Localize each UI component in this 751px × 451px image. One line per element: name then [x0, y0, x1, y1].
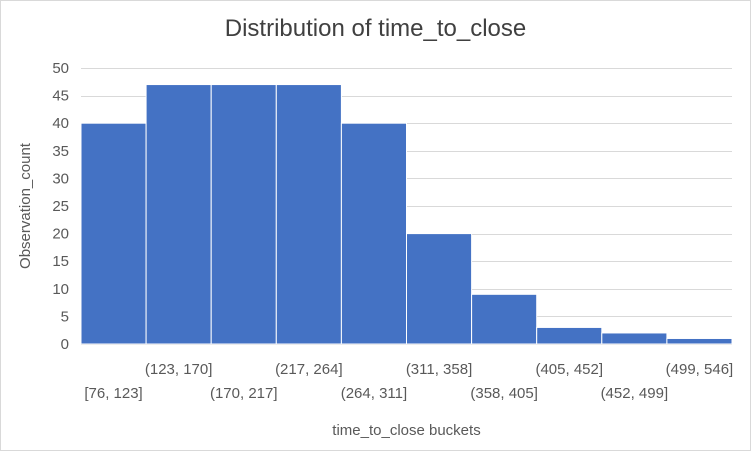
- y-tick-label-20: 20: [52, 226, 69, 243]
- bar-7: [536, 326, 603, 345]
- x-tick-label-8: (452, 499]: [601, 385, 669, 402]
- bar-5: [406, 233, 473, 345]
- x-tick-label-4: (264, 311]: [341, 385, 407, 402]
- x-tick-label-9: (499, 546]: [666, 361, 734, 378]
- y-tick-label-5: 5: [61, 308, 69, 325]
- x-tick-label-1: (123, 170]: [145, 361, 213, 378]
- y-axis-title: Observation_count: [17, 142, 34, 269]
- y-tick-label-10: 10: [52, 281, 69, 298]
- x-tick-label-0: [76, 123]: [84, 385, 142, 402]
- bar-4: [340, 122, 407, 345]
- y-tick-label-0: 0: [61, 336, 69, 353]
- y-tick-label-35: 35: [52, 143, 69, 160]
- bar-9: [666, 337, 733, 345]
- y-tick-label-50: 50: [52, 60, 69, 77]
- bar-8: [601, 332, 668, 345]
- x-tick-label-2: (170, 217]: [210, 385, 278, 402]
- bar-2: [210, 84, 277, 345]
- y-tick-label-30: 30: [52, 170, 69, 187]
- x-tick-labels: [76, 123](123, 170] (170, 217] (217, 264] (…: [84, 361, 733, 402]
- x-tick-label-7: (405, 452]: [535, 361, 603, 378]
- bar-3: [275, 84, 342, 345]
- bar-6: [471, 293, 538, 345]
- bar-0: [80, 122, 147, 345]
- y-tick-label-25: 25: [52, 198, 69, 215]
- x-tick-label-6: (358, 405]: [470, 385, 538, 402]
- y-tick-labels: 0 5 10 15 20 25 30 35 40 45 50: [52, 60, 69, 353]
- y-tick-label-45: 45: [52, 88, 69, 105]
- chart-title: Distribution of time_to_close: [224, 15, 527, 42]
- x-axis-title: time_to_close buckets: [332, 422, 480, 439]
- bars: [80, 84, 733, 345]
- y-tick-label-40: 40: [52, 115, 69, 132]
- x-tick-label-5: (311, 358]: [406, 361, 472, 378]
- x-tick-label-3: (217, 264]: [275, 361, 343, 378]
- bar-1: [145, 84, 212, 345]
- y-tick-label-15: 15: [52, 253, 69, 270]
